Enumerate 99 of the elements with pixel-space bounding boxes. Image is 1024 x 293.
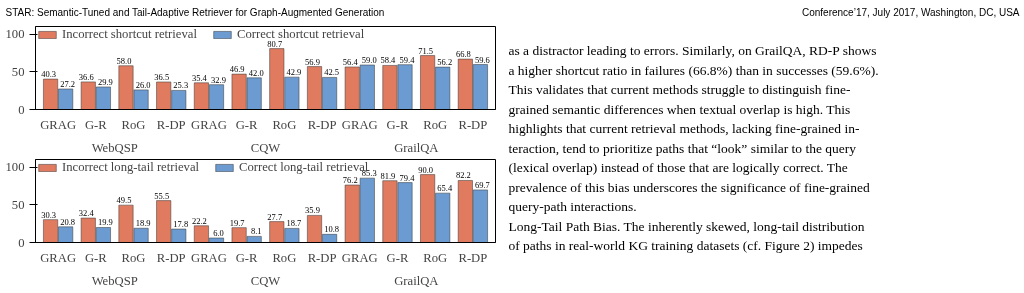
- x-tick-label: G-R: [386, 250, 409, 265]
- y-tick-label: 0: [18, 102, 25, 117]
- text: highlights that current retrieval methods, lacking fine-grained in-: [508, 121, 860, 136]
- text: This validates that current methods struggle to distinguish fine-: [508, 82, 851, 97]
- data-label: 29.9: [97, 76, 113, 87]
- x-tick-label: RoG: [272, 117, 297, 132]
- x-tick-label: R-DP: [156, 250, 186, 265]
- data-label: 71.5: [418, 45, 434, 56]
- x-tick-label: R-DP: [458, 250, 488, 265]
- text: a higher shortcut ratio in failures (66.8%) than in successes (59.6%).: [508, 62, 879, 78]
- data-label: 56.2: [437, 57, 453, 68]
- data-label: 55.5: [154, 190, 170, 201]
- data-label: 79.4: [399, 172, 416, 183]
- data-label: 36.6: [78, 71, 94, 82]
- x-tick-label: GRAG: [341, 250, 378, 265]
- data-label: 27.2: [60, 78, 76, 89]
- text: Long-Tail Path Bias. The inherently skewed, long-tail distribution: [508, 218, 865, 234]
- data-label: 8.1: [250, 226, 262, 237]
- x-tick-label: RoG: [423, 117, 448, 132]
- data-label: 56.4: [342, 56, 359, 67]
- x-tick-label: GRAG: [40, 117, 77, 132]
- data-label: 26.0: [135, 79, 151, 90]
- data-label: 10.8: [324, 224, 340, 235]
- data-label: 6.0: [213, 227, 224, 238]
- data-label: 80.7: [267, 38, 283, 49]
- x-tick-label: G-R: [235, 117, 259, 132]
- y-tick-label: 0: [18, 235, 25, 250]
- data-label: 25.3: [173, 80, 189, 91]
- data-label: 58.0: [116, 55, 132, 66]
- data-label: 82.2: [455, 170, 471, 181]
- text: CQW: [250, 273, 281, 288]
- data-label: 76.2: [342, 175, 358, 185]
- data-label: 42.0: [248, 67, 264, 78]
- data-label: 42.9: [286, 67, 302, 78]
- data-label: 58.4: [380, 55, 397, 66]
- text: WebQSP: [91, 273, 138, 288]
- text: grained semantic differences when textual overlap is high. This: [508, 101, 851, 117]
- data-label: 20.8: [60, 216, 76, 227]
- x-tick-label: RoG: [121, 117, 146, 132]
- text: as a distractor leading to errors. Similarly, on GrailQA, RD-P shows: [508, 43, 877, 58]
- x-tick-label: RoG: [121, 250, 146, 265]
- x-tick-label: G-R: [386, 117, 409, 132]
- text: WebQSP: [91, 140, 138, 155]
- data-label: 59.4: [399, 54, 416, 65]
- legend-label: Correct shortcut retrieval: [236, 27, 365, 41]
- data-label: 27.7: [267, 211, 283, 222]
- data-label: 65.4: [437, 183, 453, 194]
- data-label: 46.9: [229, 64, 245, 75]
- data-label: 19.7: [229, 217, 245, 228]
- y-tick-label: 100: [5, 160, 25, 175]
- x-tick-label: GRAG: [191, 250, 227, 265]
- data-label: 18.9: [135, 218, 151, 229]
- text: GrailQA: [394, 273, 440, 288]
- text: GrailQA: [394, 140, 440, 155]
- text: Conference’17, July 2017, Washington, DC, USA: [801, 7, 1020, 18]
- legend-label: Incorrect shortcut retrieval: [62, 27, 197, 42]
- data-label: 30.3: [41, 209, 57, 220]
- data-label: 66.8: [455, 49, 471, 60]
- data-label: 32.4: [78, 208, 95, 219]
- data-label: 49.5: [116, 195, 132, 206]
- x-tick-label: GRAG: [191, 117, 227, 132]
- text: teraction, tend to prioritize paths that “look” similar to the query: [508, 140, 857, 156]
- x-tick-label: R-DP: [458, 117, 488, 132]
- data-label: 19.9: [97, 217, 113, 228]
- data-label: 22.2: [191, 215, 207, 226]
- text: STAR: Semantic-Tuned and Tail-Adaptive Retriever for Graph-Augmented Generation: [5, 7, 385, 18]
- data-label: 90.0: [418, 164, 434, 175]
- x-tick-label: GRAG: [341, 117, 378, 132]
- x-tick-label: GRAG: [40, 250, 77, 265]
- legend-label: Incorrect long-tail retrieval: [62, 160, 200, 175]
- data-label: 56.9: [305, 56, 320, 67]
- x-tick-label: G-R: [235, 250, 259, 265]
- x-tick-label: G-R: [84, 117, 108, 132]
- data-label: 59.6: [474, 54, 490, 65]
- text: of paths in real-world KG training datasets (cf. Figure 2) impedes: [508, 238, 863, 253]
- x-tick-label: RoG: [272, 250, 297, 265]
- x-tick-label: RoG: [423, 250, 448, 265]
- text: query-path interactions.: [508, 199, 637, 214]
- text: CQW: [250, 140, 281, 155]
- data-label: 40.3: [41, 69, 57, 80]
- data-label: 32.9: [211, 74, 226, 85]
- text: prevalence of this bias underscores the significance of fine-grained: [508, 179, 871, 195]
- data-label: 35.4: [191, 72, 208, 83]
- x-tick-label: R-DP: [307, 250, 337, 265]
- x-tick-label: G-R: [84, 250, 108, 265]
- data-label: 81.9: [380, 170, 396, 181]
- data-label: 59.0: [361, 54, 377, 65]
- data-label: 35.9: [305, 205, 320, 216]
- x-tick-label: R-DP: [156, 117, 186, 132]
- y-tick-label: 50: [11, 197, 25, 212]
- y-tick-label: 100: [5, 27, 25, 42]
- data-label: 18.7: [286, 218, 302, 229]
- data-label: 42.5: [324, 67, 340, 78]
- data-label: 36.5: [154, 71, 170, 82]
- y-tick-label: 50: [11, 64, 25, 79]
- text: (lexical overlap) instead of those that are logically correct. The: [508, 160, 848, 175]
- data-label: 17.8: [173, 219, 189, 230]
- data-label: 69.7: [474, 179, 490, 190]
- x-tick-label: R-DP: [307, 117, 337, 132]
